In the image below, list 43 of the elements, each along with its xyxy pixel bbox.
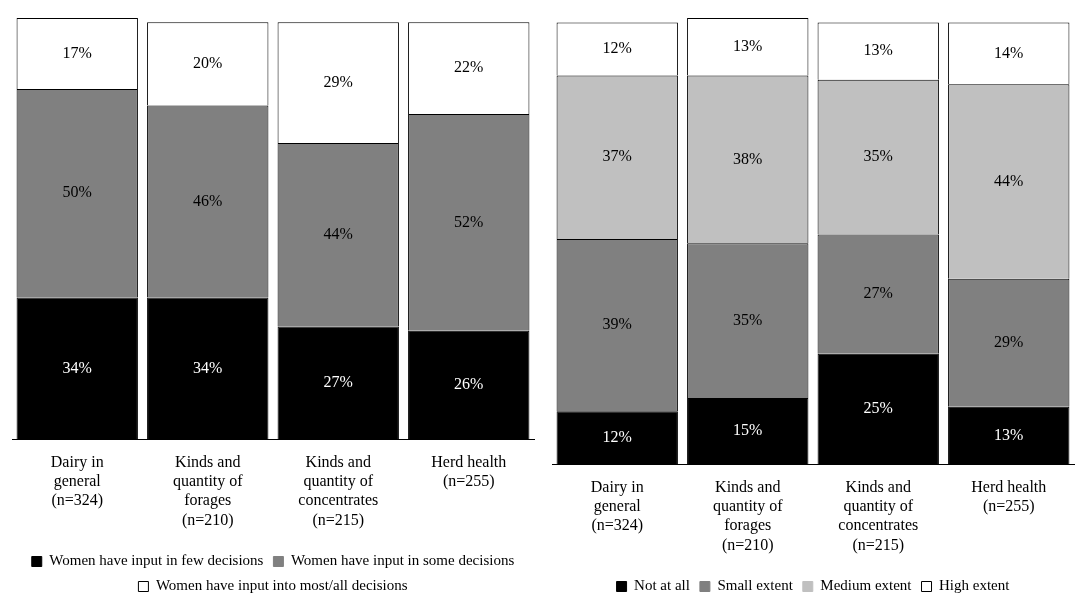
x-tick-label: Kinds and quantity of concentrates (n=215) — [298, 453, 379, 529]
data-label: 37% — [602, 147, 632, 165]
x-tick-label: Herd health (n=255) — [971, 478, 1047, 516]
data-label: 38% — [733, 149, 763, 167]
data-label: 22% — [454, 58, 484, 76]
data-label: 15% — [733, 421, 763, 439]
data-label: 13% — [733, 36, 763, 54]
data-label: 26% — [454, 375, 484, 393]
x-tick-label: Dairy in general (n=324) — [50, 453, 104, 510]
legend-label: High extent — [939, 577, 1011, 594]
data-label: 25% — [863, 399, 893, 417]
data-label: 29% — [323, 72, 353, 90]
data-label: 44% — [323, 225, 353, 243]
legend-label: Women have input into most/all decisions — [155, 577, 408, 594]
data-label: 17% — [62, 43, 92, 61]
x-tick-label: Kinds and quantity of forages (n=210) — [172, 453, 244, 529]
data-label: 52% — [454, 212, 484, 230]
data-label: 29% — [994, 332, 1024, 350]
x-tick-label: Kinds and quantity of forages (n=210) — [712, 478, 784, 554]
legend-label: Not at all — [634, 577, 690, 594]
data-label: 50% — [62, 183, 92, 201]
data-label: 34% — [62, 358, 92, 376]
data-label: 27% — [863, 284, 893, 302]
data-label: 13% — [863, 41, 893, 59]
data-label: 35% — [863, 147, 893, 165]
x-tick-label: Herd health (n=255) — [431, 453, 507, 491]
legend-label: Women have input in some decisions — [290, 552, 515, 569]
data-label: 34% — [193, 358, 223, 376]
x-tick-label: Kinds and quantity of concentrates (n=215) — [838, 478, 919, 554]
x-tick-label: Dairy in general (n=324) — [590, 478, 644, 535]
data-label: 39% — [602, 315, 632, 333]
data-label: 20% — [193, 54, 223, 72]
data-label: 44% — [994, 171, 1024, 189]
legend-label: Women have input in few decisions — [49, 552, 264, 569]
data-label: 14% — [994, 43, 1024, 61]
data-label: 12% — [602, 427, 632, 445]
data-label: 35% — [733, 310, 763, 328]
data-label: 13% — [994, 425, 1024, 443]
data-label: 46% — [193, 191, 223, 209]
legend-label: Small extent — [717, 577, 794, 594]
data-label: 27% — [323, 373, 353, 391]
data-label: 12% — [602, 39, 632, 57]
legend-label: Medium extent — [820, 577, 913, 594]
